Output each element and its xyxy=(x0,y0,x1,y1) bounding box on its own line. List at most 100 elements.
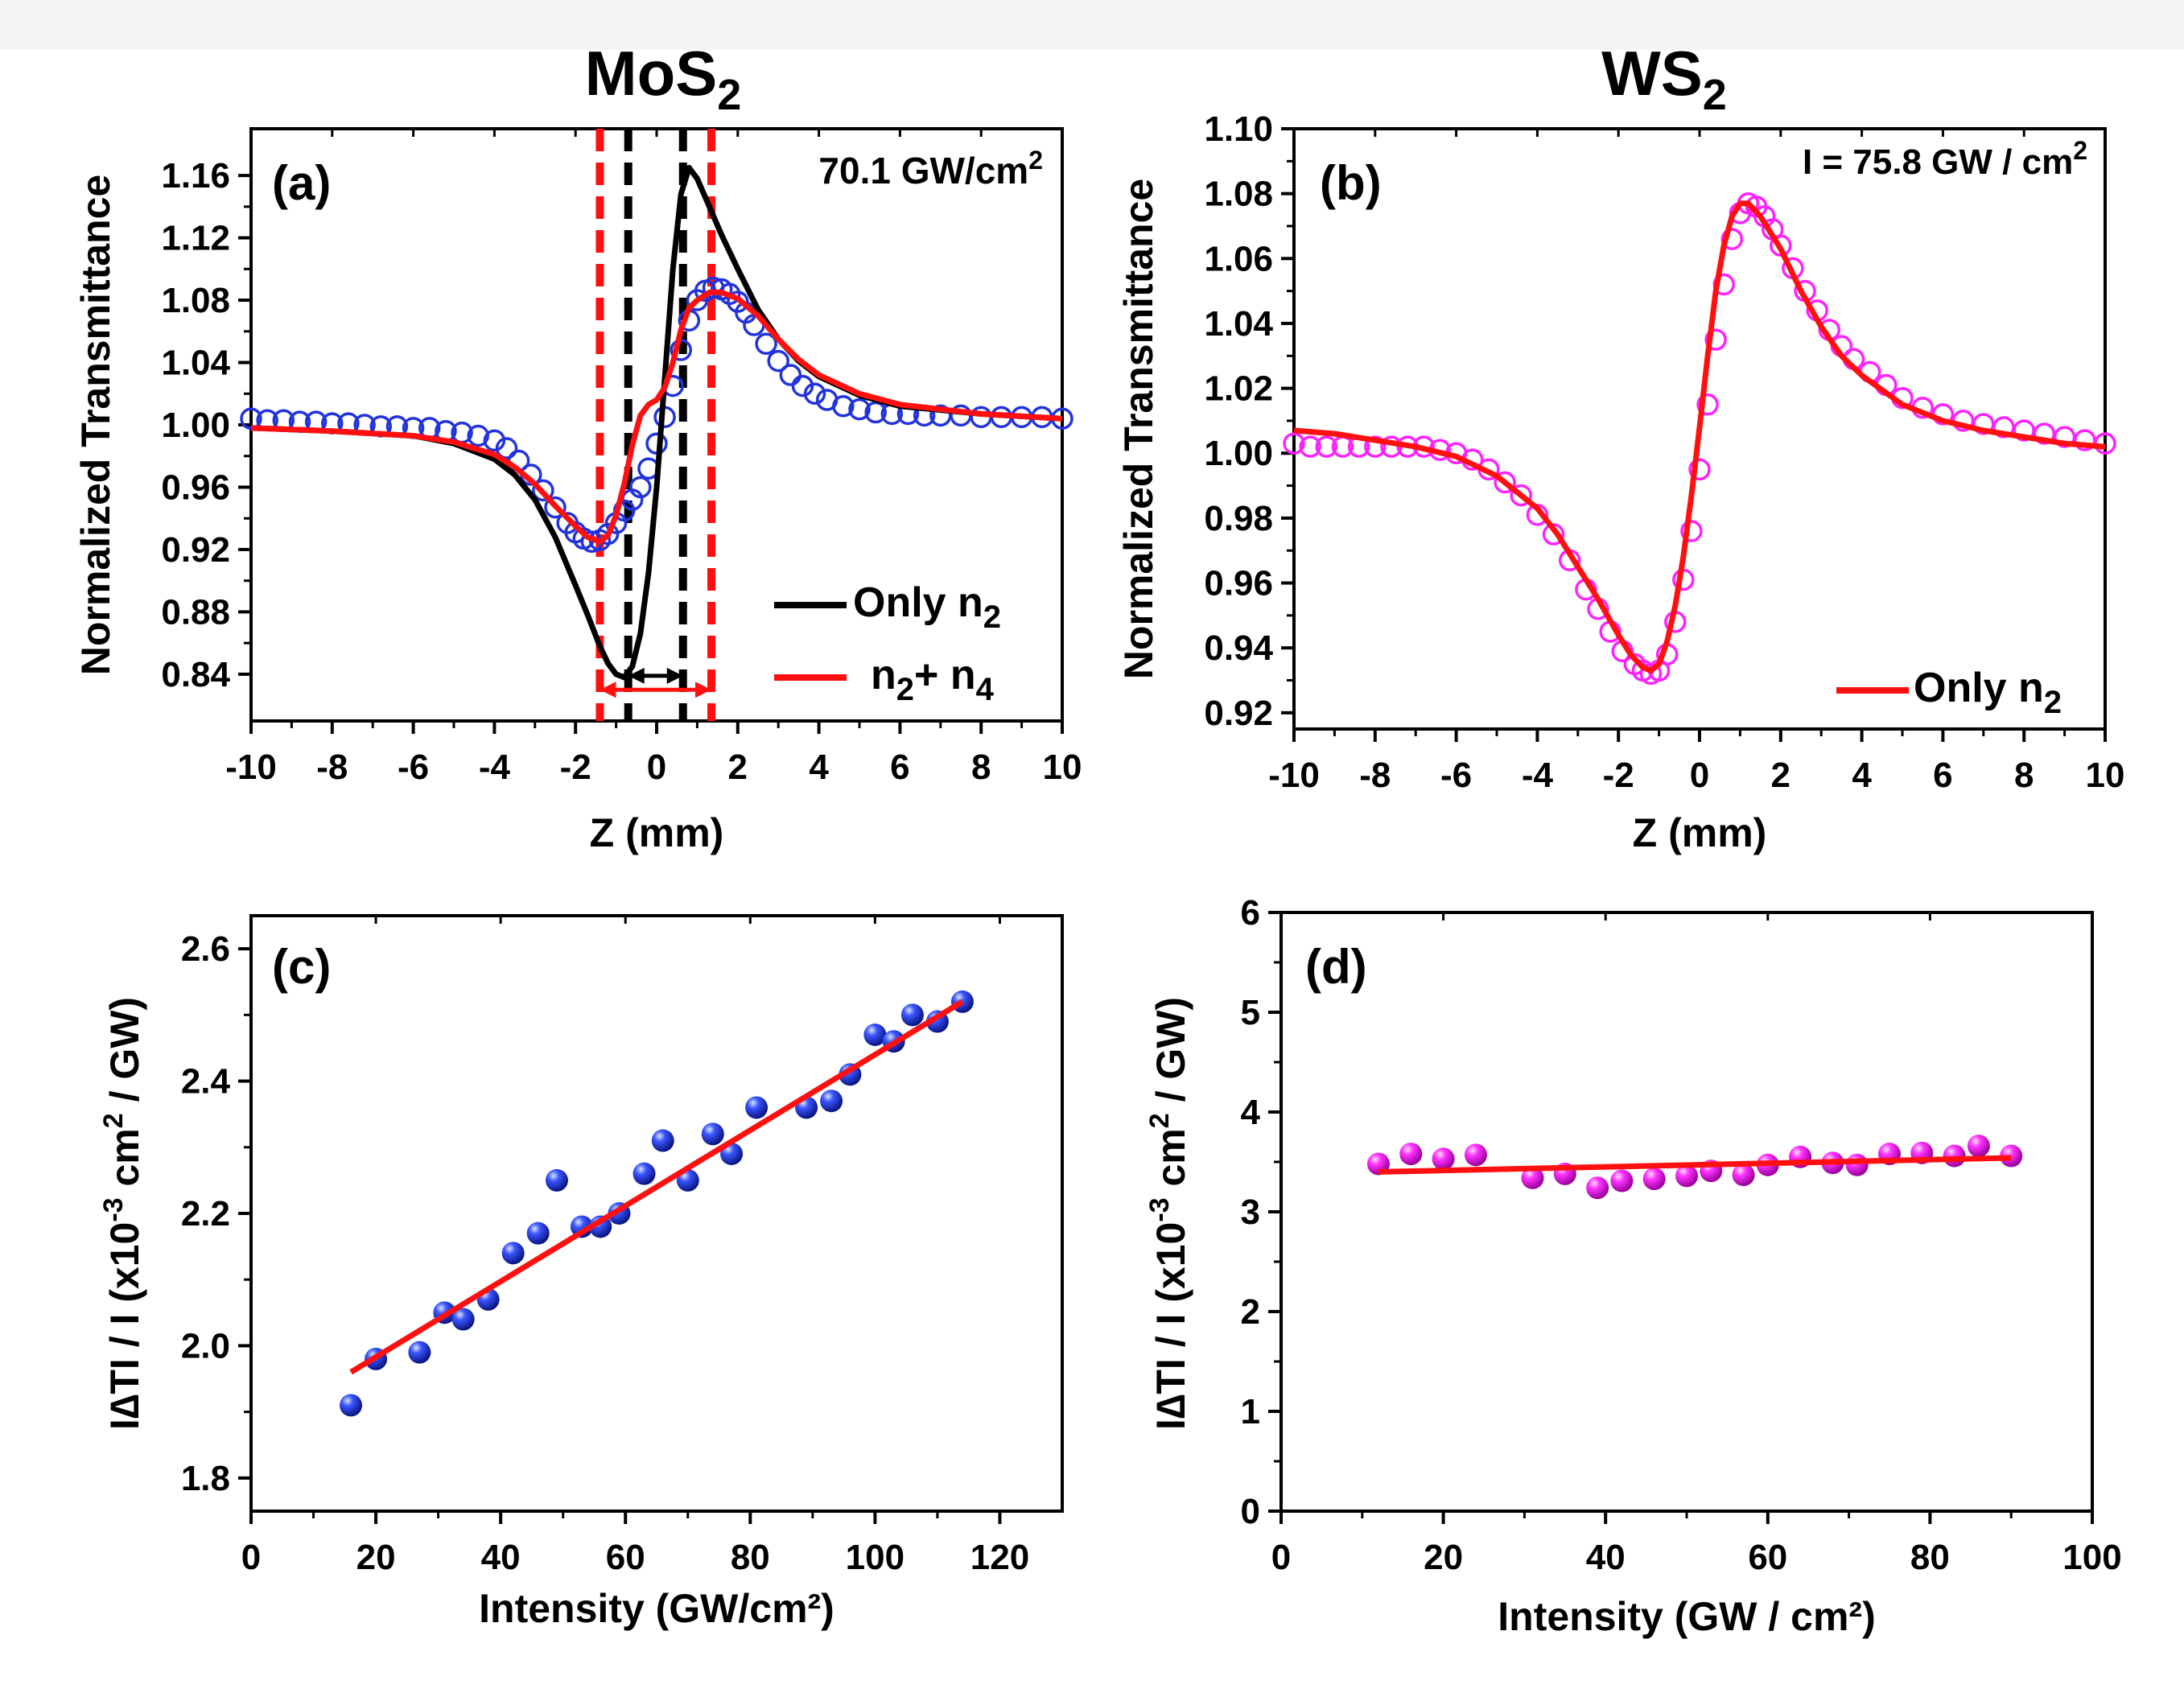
y-tick-label: 1.00 xyxy=(1204,434,1273,473)
data-point xyxy=(589,1215,612,1238)
panel-label: (a) xyxy=(272,156,331,210)
series-line xyxy=(349,999,964,1375)
data-point xyxy=(1943,1144,1966,1168)
data-point xyxy=(767,349,789,373)
x-axis-label: Z (mm) xyxy=(1633,810,1767,855)
y-tick-label: 6 xyxy=(1241,893,1260,933)
arrow-head xyxy=(600,682,616,698)
data-point xyxy=(467,424,489,447)
arrow-head xyxy=(628,667,645,684)
axis-ticks: 0 20 40 60 80 100 0 1 2 3 4 5 6 xyxy=(1241,893,2122,1577)
data-point xyxy=(1521,1166,1544,1189)
arrow-head xyxy=(695,682,712,698)
data-point xyxy=(1586,1176,1609,1200)
width-arrows xyxy=(600,667,712,698)
data-point xyxy=(900,1003,924,1027)
data-point xyxy=(544,496,567,519)
y-tick-label: 0 xyxy=(1241,1492,1260,1531)
x-tick-label: 8 xyxy=(971,748,991,787)
x-tick-label: 20 xyxy=(1424,1538,1463,1577)
x-tick-label: 100 xyxy=(2062,1538,2121,1577)
data-area xyxy=(1366,1135,2023,1200)
x-tick-label: 4 xyxy=(809,748,829,787)
data-point xyxy=(832,395,855,418)
reference-lines xyxy=(595,129,716,721)
data-point xyxy=(2033,422,2056,445)
y-tick-label: 0.94 xyxy=(1204,628,1273,668)
y-tick-label: 2.0 xyxy=(181,1326,230,1365)
x-tick-label: 0 xyxy=(647,748,666,787)
x-tick-label: 0 xyxy=(1271,1538,1291,1577)
data-point xyxy=(1845,1153,1869,1176)
x-tick-label: 120 xyxy=(970,1538,1029,1577)
data-point xyxy=(1432,1147,1455,1171)
x-tick-label: -8 xyxy=(316,748,348,787)
x-tick-label: 4 xyxy=(1852,756,1872,795)
data-point xyxy=(1696,393,1719,416)
x-tick-label: 8 xyxy=(2014,756,2034,795)
x-tick-label: 0 xyxy=(241,1538,261,1577)
y-tick-label: 5 xyxy=(1241,993,1260,1032)
data-point xyxy=(1704,328,1727,351)
y-tick-label: 4 xyxy=(1241,1093,1261,1132)
y-tick-label: 1.16 xyxy=(161,156,230,196)
axis-ticks: -10 -8 -6 -4 -2 0 2 4 6 8 10 0.84 0.88 0.92 0.96 1.00 1.… xyxy=(161,129,1082,787)
y-axis-label: I∆TI / I (x10-3 cm2 / GW) xyxy=(98,997,147,1430)
plot-frame xyxy=(249,914,1064,1513)
y-axis-label: Normalized Transmittance xyxy=(1116,179,1161,679)
data-point xyxy=(1642,1168,1666,1191)
x-tick-label: 100 xyxy=(846,1538,905,1577)
data-point xyxy=(545,1168,568,1192)
data-point xyxy=(2053,426,2076,448)
data-point xyxy=(820,1089,843,1113)
data-point xyxy=(1732,1164,1755,1187)
x-tick-label: 40 xyxy=(1586,1538,1626,1577)
x-tick-label: 80 xyxy=(1910,1538,1950,1577)
data-point xyxy=(633,1162,656,1185)
x-tick-label: 10 xyxy=(2086,756,2125,795)
legend-label-n2-n4: n2+ n4 xyxy=(871,652,995,707)
y-tick-label: 3 xyxy=(1241,1192,1260,1232)
legend: Only n2 xyxy=(1836,665,2062,720)
data-point xyxy=(1364,435,1387,458)
data-point xyxy=(651,1129,674,1152)
x-axis-label: Intensity (GW / cm²) xyxy=(1498,1594,1875,1639)
y-tick-label: 1.04 xyxy=(1204,304,1273,344)
series-line xyxy=(1293,200,2106,673)
panel-label: (c) xyxy=(272,940,331,994)
y-tick-label: 1.00 xyxy=(161,406,230,445)
y-tick-label: 1.12 xyxy=(161,219,230,258)
intensity-annotation: 70.1 GW/cm2 xyxy=(818,146,1043,192)
column-title-mos2: MoS2 xyxy=(585,38,742,119)
y-tick-label: 2.6 xyxy=(181,929,230,969)
x-tick-label: 6 xyxy=(1933,756,1952,795)
y-tick-label: 1.8 xyxy=(181,1459,230,1498)
x-tick-label: -10 xyxy=(225,748,277,787)
data-point xyxy=(2013,419,2035,442)
y-tick-label: 0.96 xyxy=(161,467,230,507)
panel-a-mos2-zscan: -10 -8 -6 -4 -2 0 2 4 6 8 10 0.84 0.88 0.92 0.96 1.00 1.… xyxy=(73,127,1082,855)
x-tick-label: 80 xyxy=(731,1538,770,1577)
plot-frame xyxy=(1279,911,2094,1513)
x-tick-label: -4 xyxy=(1522,756,1554,795)
data-area xyxy=(340,990,974,1417)
x-tick-label: 60 xyxy=(606,1538,645,1577)
data-point xyxy=(1720,228,1744,250)
arrow-head xyxy=(666,667,683,684)
data-point xyxy=(501,1242,525,1265)
y-tick-label: 0.96 xyxy=(1204,564,1273,603)
intensity-annotation: I = 75.8 GW / cm2 xyxy=(1803,136,2087,182)
data-point xyxy=(526,1221,550,1245)
page-top-strip xyxy=(0,0,2184,50)
data-point xyxy=(1680,520,1703,542)
x-tick-label: -6 xyxy=(398,748,429,787)
y-tick-label: 1.02 xyxy=(1204,369,1273,409)
y-axis-label: I∆TI / I (x10-3 cm2 / GW) xyxy=(1144,997,1193,1430)
data-point xyxy=(1494,471,1516,494)
data-point xyxy=(779,364,802,386)
data-point xyxy=(863,1024,887,1046)
panel-label: (d) xyxy=(1305,940,1367,994)
data-point xyxy=(1688,458,1711,481)
y-tick-label: 2.2 xyxy=(181,1194,230,1234)
series-line xyxy=(250,289,1063,545)
